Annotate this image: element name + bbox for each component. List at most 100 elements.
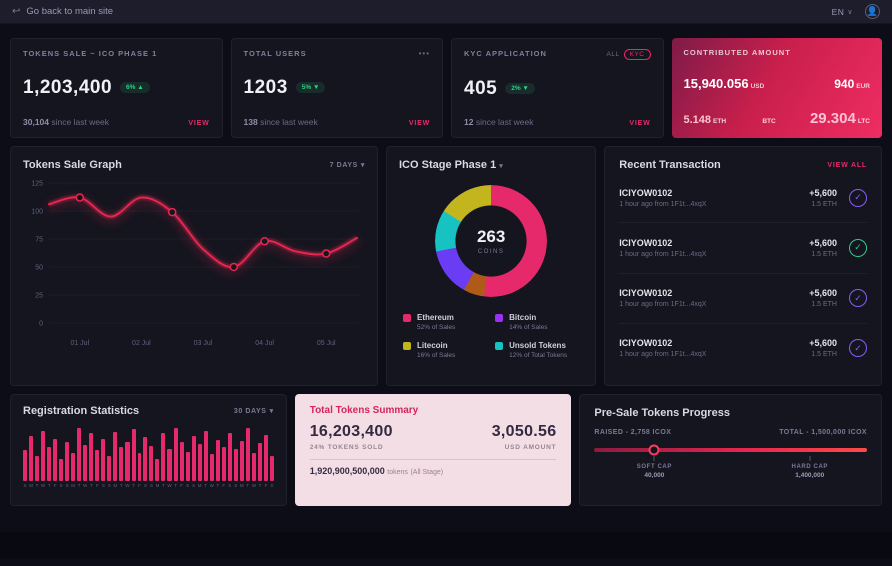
dashboard-content: TOKENS SALE ~ ICO PHASE 1 1,203,400 6% ▲… (0, 24, 892, 506)
back-link[interactable]: ↩ Go back to main site (12, 6, 113, 17)
transaction-row[interactable]: ICIYOW0102 1 hour ago from 1F1t...4xqX +5… (619, 274, 867, 324)
svg-text:05 Jul: 05 Jul (317, 340, 336, 347)
presale-slider-zone: SOFT CAP 40,000 HARD CAP 1,400,000 (594, 444, 867, 492)
transaction-row[interactable]: ICIYOW0102 1 hour ago from 1F1t...4xqX +5… (619, 173, 867, 224)
range-dropdown[interactable]: 7 DAYS ▾ (330, 161, 365, 170)
tx-status-icon[interactable]: ✓ (849, 289, 867, 308)
tx-status-icon[interactable]: ✓ (849, 188, 867, 207)
bar (209, 454, 214, 481)
ico-stage-card: ICO Stage Phase 1 ▾ 263 COINS Ethereum 52… (386, 146, 597, 386)
bar-column: T (215, 425, 220, 489)
contrib-btc: BTC (760, 110, 775, 128)
legend-swatch (403, 342, 411, 350)
tx-eth: 1.5 ETH (811, 200, 837, 208)
softcap-label: SOFT CAP (636, 464, 672, 470)
total-tokens-suffix: (All Stage) (410, 469, 444, 476)
legend-item-litecoin: Litecoin 16% of Sales (403, 341, 487, 359)
check-icon: ✓ (854, 342, 862, 353)
raised-label: RAISED - 2,758 ICOX (594, 429, 672, 436)
stat-sub: 12 since last week (464, 117, 533, 127)
svg-text:50: 50 (35, 265, 43, 272)
donut-chart: 263 COINS (435, 185, 548, 297)
view-link[interactable]: VIEW (188, 120, 210, 127)
donut-center: 263 COINS (435, 185, 547, 297)
eth-unit: ETH (713, 118, 727, 125)
bar (119, 447, 124, 481)
stat-sub-label: since last week (51, 117, 110, 127)
tx-meta: 1 hour ago from 1F1t...4xqX (619, 301, 707, 309)
toggle-all[interactable]: ALL (606, 51, 620, 58)
summary-title: Total Tokens Summary (309, 405, 419, 416)
bar-column: S (185, 425, 190, 489)
bar-column: W (209, 425, 214, 489)
bar (239, 440, 244, 481)
bar-column: T (245, 425, 250, 489)
bar-label: W (251, 483, 256, 488)
card-title: Recent Transaction (619, 159, 721, 171)
bar (53, 439, 58, 481)
more-menu-icon[interactable]: ••• (418, 49, 430, 58)
kyc-toggles: ALL KYC (607, 49, 651, 60)
softcap-tick (653, 456, 655, 461)
presale-progress-bar[interactable] (594, 444, 867, 456)
card-title[interactable]: ICO Stage Phase 1 ▾ (399, 159, 503, 171)
stat-sub-value: 30,104 (23, 117, 49, 127)
bar-column: M (28, 425, 33, 489)
user-avatar[interactable]: 👤 (865, 4, 880, 19)
slider-knob[interactable] (648, 444, 660, 456)
bar-label: T (77, 483, 81, 488)
language-label: EN (831, 6, 845, 17)
bar (143, 437, 148, 481)
bar-column: M (155, 425, 160, 489)
view-link[interactable]: VIEW (408, 120, 430, 127)
bar-label: S (23, 483, 27, 488)
bar-label: W (125, 483, 130, 488)
range-dropdown[interactable]: 30 DAYS ▾ (234, 407, 274, 416)
user-icon: 👤 (866, 6, 879, 16)
bar-column: F (53, 425, 58, 489)
check-icon: ✓ (854, 242, 862, 253)
view-all-link[interactable]: VIEW ALL (827, 161, 867, 169)
contrib-usd: 15,940.056 USD (684, 75, 765, 93)
view-link[interactable]: VIEW (629, 120, 651, 127)
toggle-kyc[interactable]: KYC (623, 49, 651, 60)
language-selector[interactable]: EN ∨ (832, 7, 853, 17)
bar-column: T (47, 425, 52, 489)
bar (89, 433, 94, 481)
ico-stage-title: ICO Stage Phase 1 (399, 159, 497, 171)
bar (71, 453, 76, 481)
bar (179, 441, 184, 481)
softcap-group: SOFT CAP 40,000 (637, 464, 672, 479)
stat-sub: 30,104 since last week (23, 117, 109, 127)
eur-unit: EUR (856, 82, 870, 90)
summary-total: 1,920,900,500,000 tokens (All Stage) (309, 459, 557, 476)
bar-label: F (53, 483, 57, 488)
bar-column: S (191, 425, 196, 489)
transaction-row[interactable]: ICIYOW0102 1 hour ago from 1F1t...4xqX +5… (619, 223, 867, 274)
bar-column: T (203, 425, 208, 489)
bar-label: W (209, 483, 214, 488)
bar-label: M (197, 483, 202, 488)
transaction-row[interactable]: ICIYOW0102 1 hour ago from 1F1t...4xqX +5… (619, 324, 867, 373)
tx-status-icon[interactable]: ✓ (849, 238, 867, 257)
bar-column: S (101, 425, 106, 489)
tx-amount: +5,600 (809, 288, 837, 299)
tokens-sold-value: 16,203,400 (309, 423, 393, 440)
tx-id: ICIYOW0102 (619, 237, 673, 248)
ltc-unit: LTC (857, 118, 870, 125)
tx-id: ICIYOW0102 (619, 338, 673, 349)
legend-sub: 14% of Sales (509, 324, 548, 331)
hardcap-group: HARD CAP 1,400,000 (792, 464, 828, 479)
bar-label: T (216, 483, 220, 488)
bar-label: M (29, 483, 33, 488)
usd-amount-value: 3,050.56 (491, 423, 557, 440)
tx-status-icon[interactable]: ✓ (849, 339, 867, 358)
bar-column: S (59, 425, 64, 489)
legend-swatch (403, 314, 411, 322)
bar (83, 444, 88, 481)
contributed-amount-card: CONTRIBUTED AMOUNT 15,940.056 USD 940 EUR … (671, 38, 882, 138)
bar (101, 439, 106, 481)
bar (227, 432, 232, 481)
bar-column: T (34, 425, 39, 489)
